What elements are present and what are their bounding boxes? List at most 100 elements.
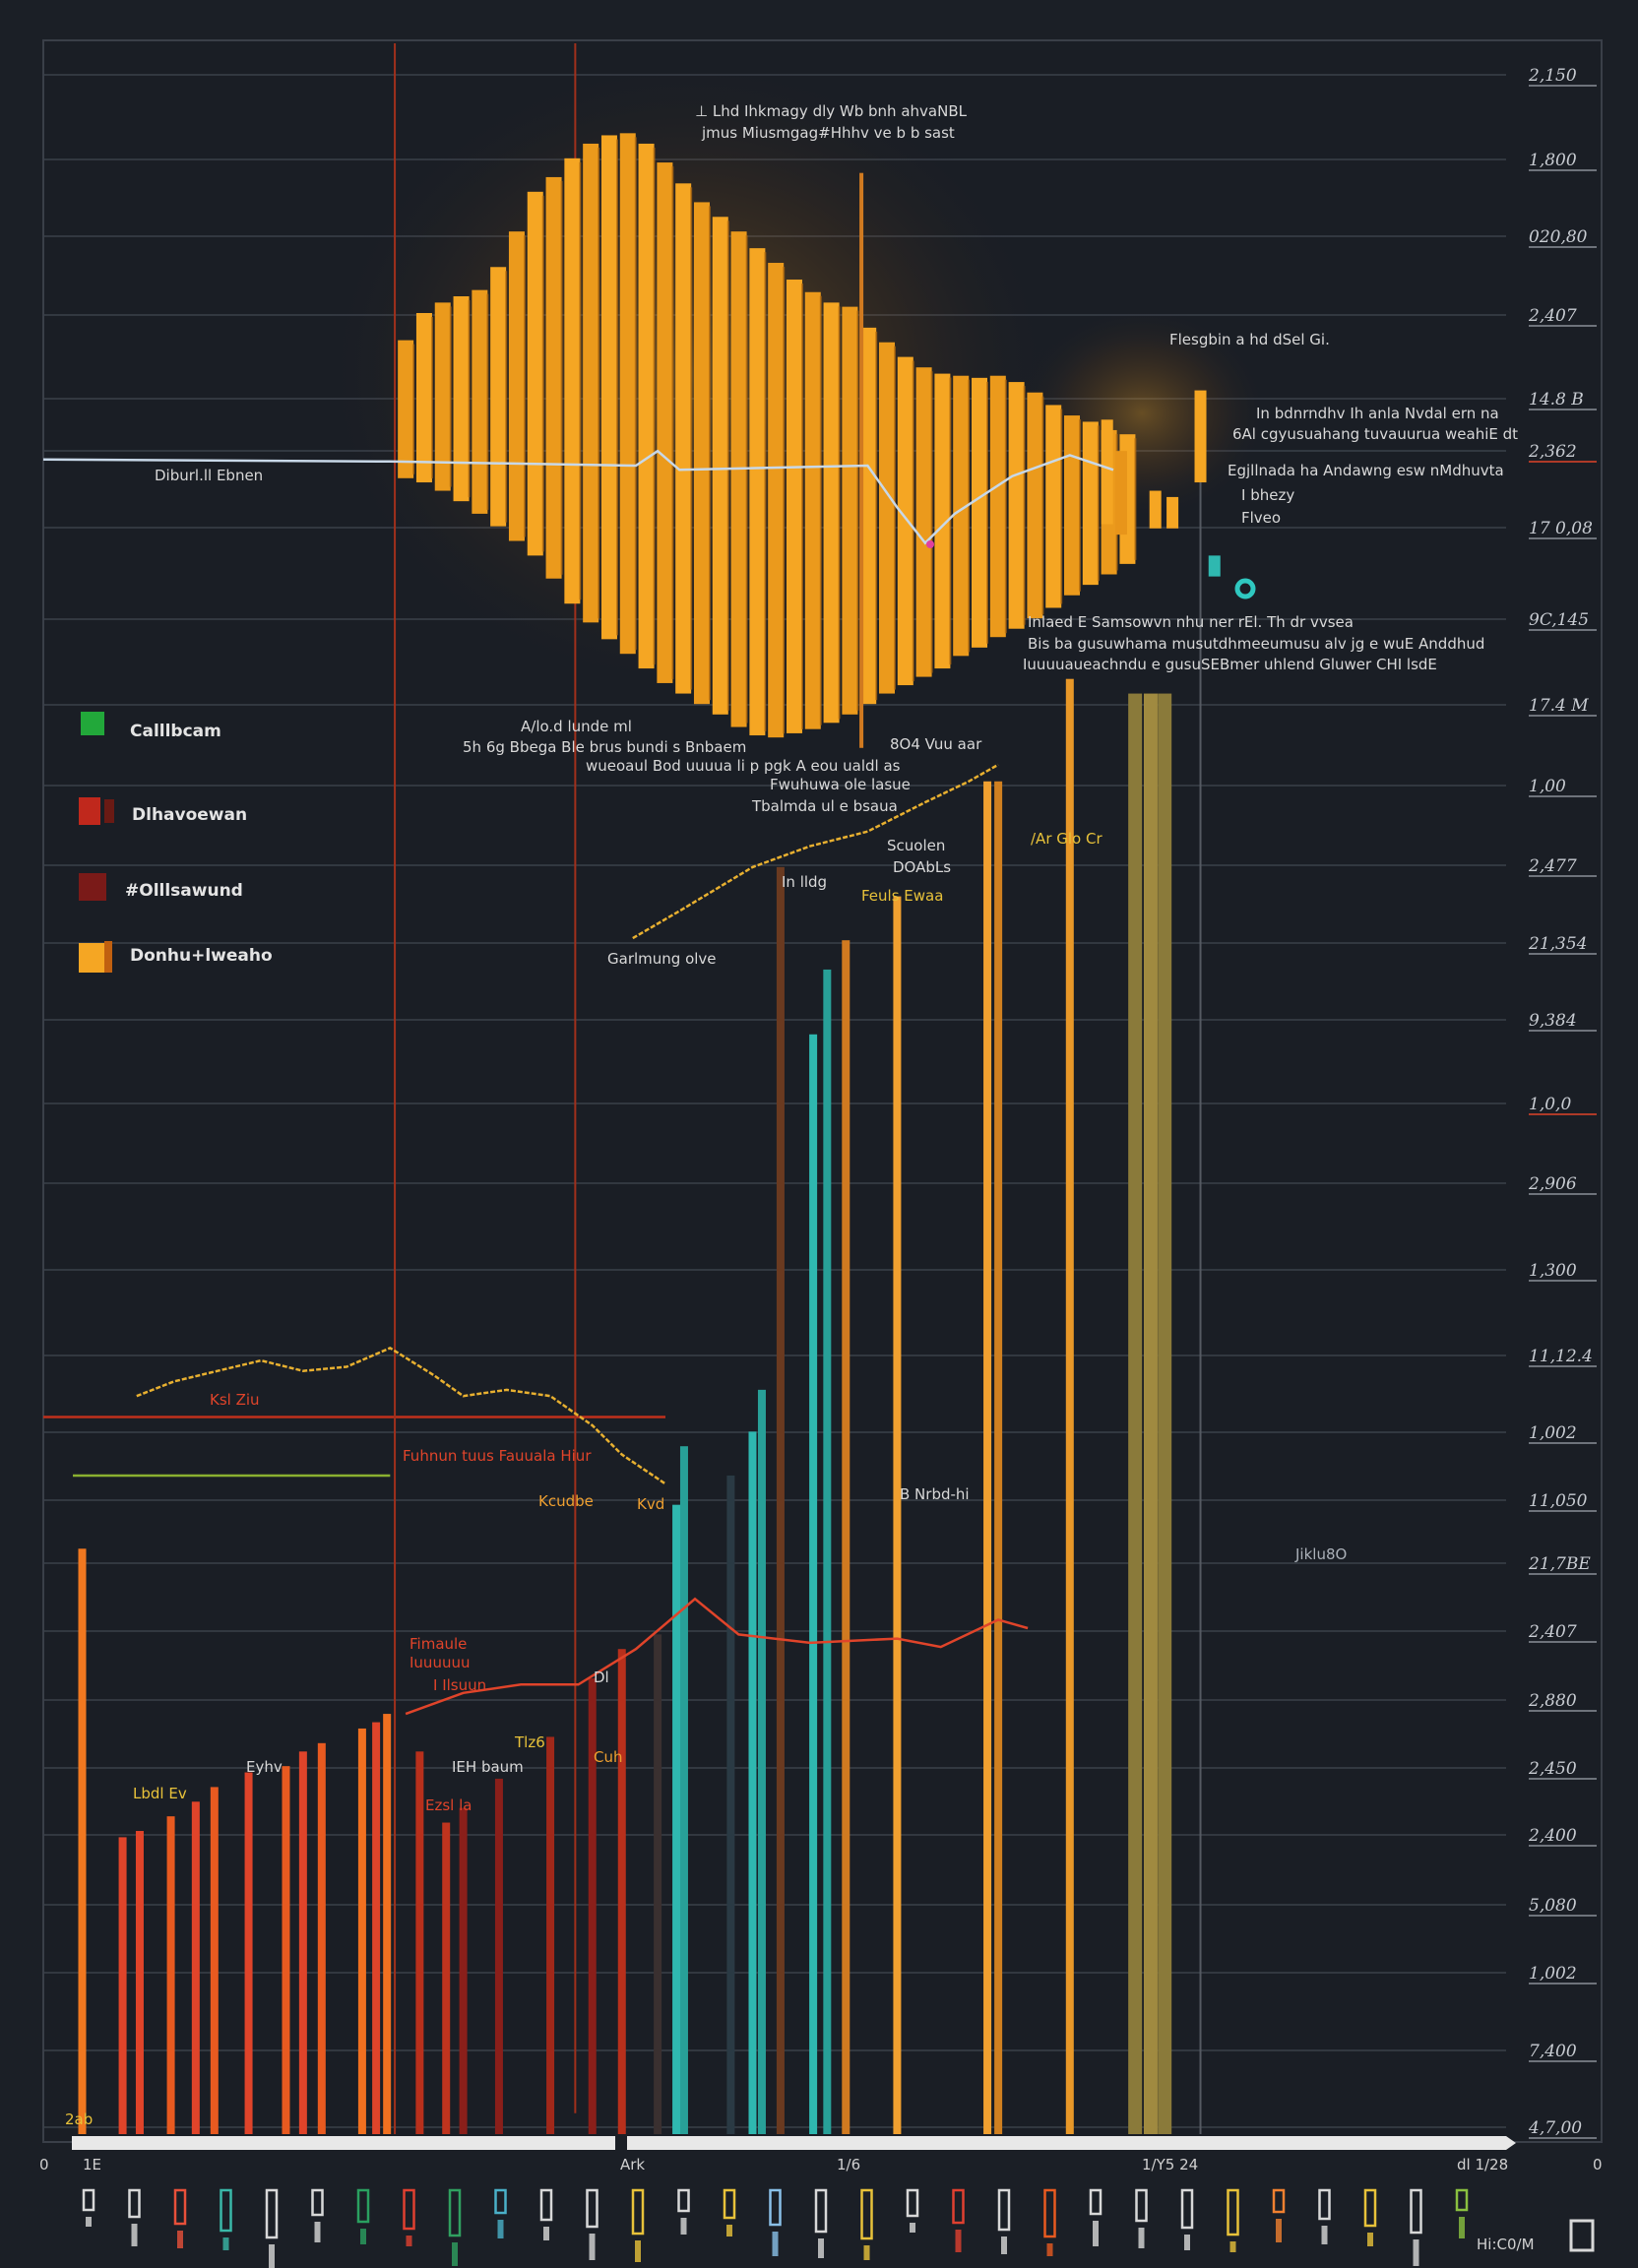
peak-bar: [1101, 419, 1113, 525]
diverging-bar-edge: [1134, 438, 1137, 560]
y-tick-label: 4,7,00: [1528, 2118, 1582, 2138]
diverging-bar: [972, 377, 988, 648]
bar: [494, 1778, 503, 2134]
bar: [672, 1504, 681, 2134]
diverging-bar-edge: [949, 377, 952, 665]
legend-glyph-icon: [635, 2240, 641, 2262]
annotation: Kvd: [637, 1495, 664, 1513]
legend-glyph-icon: [818, 2238, 824, 2258]
legend-glyph-icon: [311, 2188, 324, 2217]
bar: [726, 1475, 735, 2134]
legend-glyph-icon: [314, 2222, 321, 2242]
diverging-bar-edge: [912, 360, 914, 682]
bar: [415, 1751, 424, 2134]
legend-glyph-icon: [680, 2218, 687, 2235]
annotation: Tbalmda ul e bsaua: [751, 797, 898, 815]
diverging-bar-edge: [486, 293, 489, 510]
y-tick-label: 11,12.4: [1529, 1347, 1593, 1366]
legend-glyph-icon: [1413, 2239, 1419, 2266]
legend-glyph-icon: [222, 2237, 229, 2250]
legend-item[interactable]: Dlhavoewan: [79, 797, 247, 825]
bar: [135, 1831, 144, 2134]
diverging-bar-edge: [615, 139, 618, 636]
diverging-bar-edge: [598, 147, 600, 619]
x-tick-label: 1/6: [837, 2156, 860, 2174]
legend-glyph-icon: [1001, 2236, 1007, 2254]
y-axis-ticks: 2,150 1,800 020,80 2,407 14.8 B 2,362 17 0,08 9…: [1528, 66, 1597, 2139]
legend-glyph-icon: [1184, 2235, 1190, 2250]
reference-lines: [43, 43, 1202, 2134]
diverging-bar-edge: [412, 344, 415, 474]
bar: [191, 1801, 200, 2134]
diverging-bar: [878, 342, 895, 694]
diverging-bar-edge: [1097, 425, 1100, 582]
series-line: [632, 763, 999, 940]
legend-glyph-icon: [403, 2188, 415, 2231]
y-tick-label: 2,407: [1528, 1622, 1577, 1642]
diverging-bar: [860, 327, 877, 705]
x-tick-label: 1E: [83, 2156, 101, 2174]
diverging-bar: [693, 202, 710, 705]
legend-glyph-icon: [1135, 2188, 1148, 2223]
diverging-bar: [1045, 405, 1062, 608]
legend-glyph-icon: [539, 2188, 553, 2222]
legend-glyph-icon: [589, 2234, 596, 2260]
bar: [166, 1816, 175, 2134]
footer-box-icon[interactable]: [1569, 2219, 1595, 2252]
annotation: DOAbLs: [893, 858, 951, 876]
annotation: 5h 6g Bbega Ble brus bundi s Bnbaem: [463, 738, 746, 756]
legend-glyph-icon: [1410, 2188, 1422, 2235]
bar: [357, 1728, 366, 2134]
legend-glyph-icon: [1093, 2221, 1099, 2246]
diverging-bar: [804, 291, 821, 729]
x-tick-label: dl 1/28: [1457, 2156, 1508, 2174]
annotation: Eyhv: [246, 1758, 283, 1776]
y-tick-label: 2,477: [1528, 856, 1577, 876]
diverging-bar: [657, 162, 673, 683]
diverging-bar-edge: [968, 379, 971, 653]
legend-item[interactable]: Donhu+lweaho: [79, 941, 273, 973]
marker-dot: [1234, 578, 1256, 599]
annotation: In bdnrndhv Ih anla Nvdal ern na: [1256, 405, 1499, 422]
diverging-bar: [453, 296, 470, 502]
bar: [442, 1822, 451, 2134]
y-tick-label: 17.4 M: [1529, 696, 1589, 716]
annotation: 6Al cgyusuahang tuvauurua weahiE dt: [1232, 425, 1518, 443]
legend-glyph-icon: [173, 2188, 187, 2226]
diverging-bar: [842, 306, 858, 715]
diverging-bar-edge: [560, 180, 563, 575]
annotation: A/lo.d lunde ml: [521, 718, 632, 735]
annotation: Cuh: [594, 1748, 623, 1766]
diverging-bar-edge: [875, 331, 878, 701]
diverging-bar-edge: [1004, 379, 1007, 634]
series-line: [405, 1597, 1029, 1716]
diverging-bar-edge: [1023, 386, 1026, 625]
legend-item[interactable]: Calllbcam: [81, 712, 221, 741]
diverging-bar: [583, 143, 599, 623]
legend: Calllbcam Dlhavoewan #Olllsawund Donhu+l…: [79, 712, 273, 973]
legend-glyph-icon: [1459, 2217, 1465, 2238]
y-tick-label: 5,080: [1529, 1896, 1577, 1916]
diverging-bar-edge: [690, 187, 693, 690]
diverging-bar-edge: [856, 310, 859, 711]
legend-item[interactable]: #Olllsawund: [79, 873, 243, 901]
y-tick-label: 9,384: [1529, 1011, 1577, 1031]
diverging-bar: [1064, 415, 1081, 596]
bar: [1128, 693, 1143, 2135]
annotation: B Nrbd-hi: [900, 1485, 970, 1503]
bar: [78, 1548, 87, 2134]
diverging-bar-edge: [930, 371, 933, 673]
x-axis-gap: [615, 2134, 627, 2152]
annotation: Tlz6: [514, 1733, 545, 1751]
annotation: Fuhnun tuus Fauuala Hiur: [403, 1447, 592, 1465]
diverging-bar: [953, 375, 970, 657]
legend-glyph-icon: [997, 2188, 1011, 2232]
legend-swatch: [79, 873, 106, 901]
annotation: Iuuuuuu: [410, 1654, 470, 1671]
legend-swatch: [81, 712, 104, 735]
annotation: Bis ba gusuwhama musutdhmeeumusu alv jg …: [1028, 635, 1484, 653]
y-tick-label: 2,906: [1528, 1174, 1577, 1194]
footer-icons: [82, 2188, 1469, 2268]
legend-glyph-icon: [1227, 2188, 1239, 2236]
